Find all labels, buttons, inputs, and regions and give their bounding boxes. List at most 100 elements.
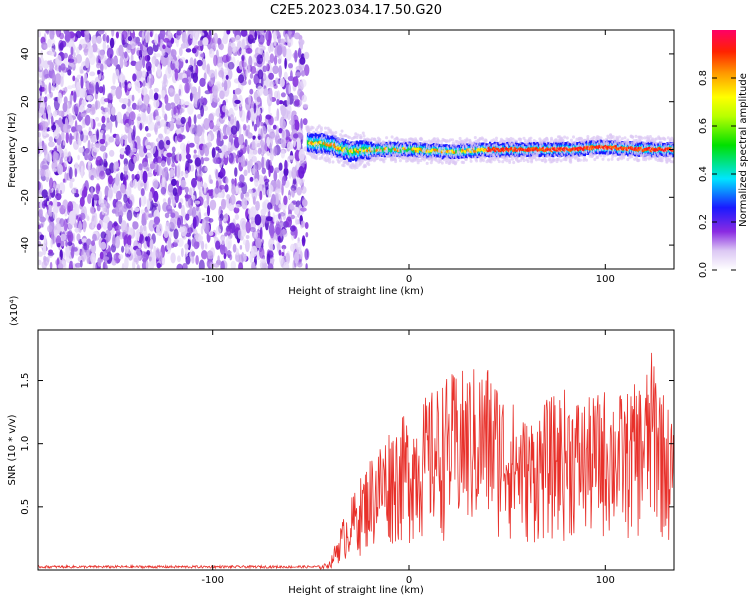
noise-speck (208, 79, 214, 87)
noise-speck (175, 112, 179, 120)
noise-speck (209, 199, 217, 211)
noise-speck (49, 30, 55, 41)
noise-speck (101, 115, 106, 124)
noise-speck (169, 88, 176, 97)
noise-speck (274, 192, 279, 206)
noise-speck (124, 179, 128, 190)
track-halo (484, 139, 488, 143)
noise-speck (46, 151, 53, 162)
noise-speck (215, 180, 219, 189)
noise-speck (211, 147, 216, 159)
noise-speck (160, 55, 164, 64)
noise-speck (239, 105, 243, 118)
noise-speck (86, 94, 94, 102)
noise-speck (184, 186, 189, 194)
noise-speck (47, 109, 52, 120)
noise-speck (41, 70, 46, 82)
noise-speck (67, 69, 72, 76)
noise-speck (99, 138, 106, 145)
noise-speck (222, 54, 229, 63)
noise-speck (112, 234, 116, 247)
track-halo (334, 130, 338, 135)
track-halo (324, 156, 327, 160)
track-halo (315, 156, 318, 161)
noise-speck (198, 259, 205, 269)
noise-speck (280, 92, 286, 98)
noise-speck (78, 43, 83, 51)
noise-speck (80, 165, 84, 179)
noise-speck (102, 263, 108, 269)
noise-speck (273, 37, 277, 47)
noise-speck (200, 96, 204, 104)
noise-speck (287, 194, 291, 200)
noise-speck (71, 188, 75, 195)
track-halo (526, 159, 530, 163)
noise-speck (260, 76, 264, 88)
noise-speck (261, 46, 266, 51)
noise-speck (277, 235, 281, 243)
noise-speck (68, 113, 73, 123)
noise-speck (207, 141, 212, 148)
noise-speck (226, 194, 231, 200)
noise-speck (249, 159, 253, 169)
track-halo (430, 158, 434, 162)
noise-speck (189, 164, 195, 172)
noise-speck (236, 187, 242, 195)
noise-speck (207, 134, 212, 143)
noise-speck (185, 59, 189, 64)
noise-speck (187, 103, 194, 115)
noise-speck (282, 46, 287, 58)
noise-speck (197, 45, 204, 51)
noise-speck (167, 208, 173, 214)
noise-speck (174, 68, 179, 81)
noise-speck (259, 247, 265, 259)
noise-speck (303, 154, 307, 165)
noise-speck (243, 62, 247, 67)
noise-speck (259, 227, 263, 240)
noise-speck (271, 258, 275, 263)
noise-speck (63, 218, 68, 232)
noise-speck (159, 119, 167, 127)
noise-speck (115, 68, 120, 80)
noise-speck (225, 177, 229, 185)
noise-speck (163, 126, 171, 135)
noise-speck (120, 172, 124, 182)
noise-speck (138, 97, 143, 106)
noise-speck (176, 30, 182, 36)
noise-speck (139, 225, 143, 235)
noise-speck (47, 225, 53, 233)
noise-speck (255, 237, 262, 249)
noise-speck (95, 156, 103, 165)
noise-speck (175, 120, 181, 125)
track-halo (346, 161, 350, 165)
track-halo (341, 138, 345, 142)
noise-speck (231, 185, 237, 195)
track-halo (515, 139, 518, 143)
noise-speck (68, 58, 75, 63)
noise-speck (41, 96, 45, 102)
noise-speck (254, 214, 262, 226)
noise-speck (141, 30, 145, 42)
noise-speck (113, 221, 118, 227)
noise-speck (80, 112, 87, 118)
noise-speck (281, 244, 287, 250)
noise-speck (204, 243, 208, 250)
noise-speck (238, 262, 244, 269)
noise-speck (69, 133, 73, 145)
track-halo (316, 131, 320, 135)
noise-speck (163, 229, 169, 239)
noise-speck (132, 73, 137, 82)
noise-speck (95, 54, 99, 64)
noise-speck (221, 105, 228, 113)
noise-speck (294, 50, 298, 63)
track-halo (519, 137, 523, 142)
noise-speck (266, 253, 271, 265)
noise-speck (141, 86, 148, 96)
noise-speck (178, 202, 182, 209)
noise-speck (276, 188, 282, 193)
noise-speck (149, 74, 154, 86)
noise-speck (266, 62, 269, 71)
noise-speck (65, 254, 73, 263)
figure-title: C2E5.2023.034.17.50.G20 (270, 3, 442, 18)
noise-speck (291, 187, 295, 198)
